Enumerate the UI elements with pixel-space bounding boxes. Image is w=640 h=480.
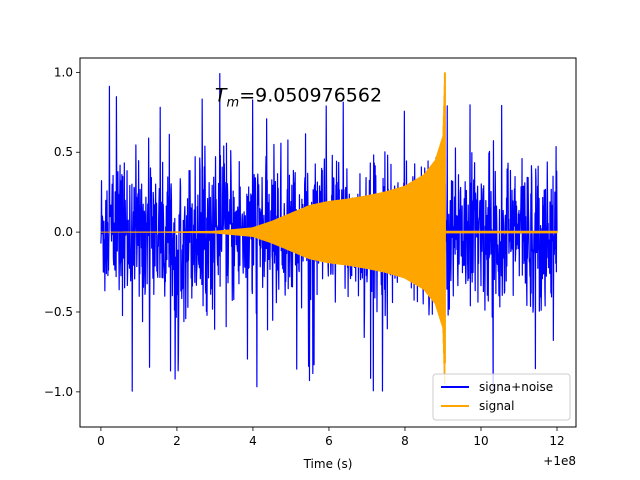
y-tick-label: −1.0 [44, 385, 73, 399]
x-tick-label: 4 [249, 434, 257, 448]
x-tick-label: 2 [173, 434, 181, 448]
annotation-variable: T [215, 85, 228, 107]
x-offset-label: +1e8 [543, 454, 576, 468]
y-tick-label: 0.5 [54, 145, 73, 159]
series-layer [100, 72, 558, 392]
x-tick-label: 0 [97, 434, 105, 448]
x-tick-label: 8 [401, 434, 409, 448]
y-tick-label: 0.0 [54, 225, 73, 239]
x-axis-label: Time (s) [303, 457, 353, 471]
legend-box [432, 373, 571, 421]
ticks-layer: 0 2 4 6 8 10 12 −1.0 −0.5 0.0 0.5 1.0 [44, 65, 565, 448]
series-signal-line [100, 74, 558, 385]
y-tick-label: −0.5 [44, 305, 73, 319]
x-tick-label: 12 [549, 434, 564, 448]
x-tick-label: 10 [473, 434, 488, 448]
y-tick-label: 1.0 [54, 65, 73, 79]
annotation-subscript: m [227, 96, 240, 111]
legend-label-signa-noise: signa+noise [479, 380, 553, 394]
plot-frame [79, 57, 577, 428]
plot-area [100, 72, 558, 392]
x-tick-label: 6 [325, 434, 333, 448]
annotation-value: =9.050976562 [239, 85, 382, 107]
legend-label-signal: signal [479, 399, 515, 413]
merger-time-annotation: Tm=9.050976562 [215, 85, 382, 111]
legend: signa+noise signal [432, 373, 571, 421]
